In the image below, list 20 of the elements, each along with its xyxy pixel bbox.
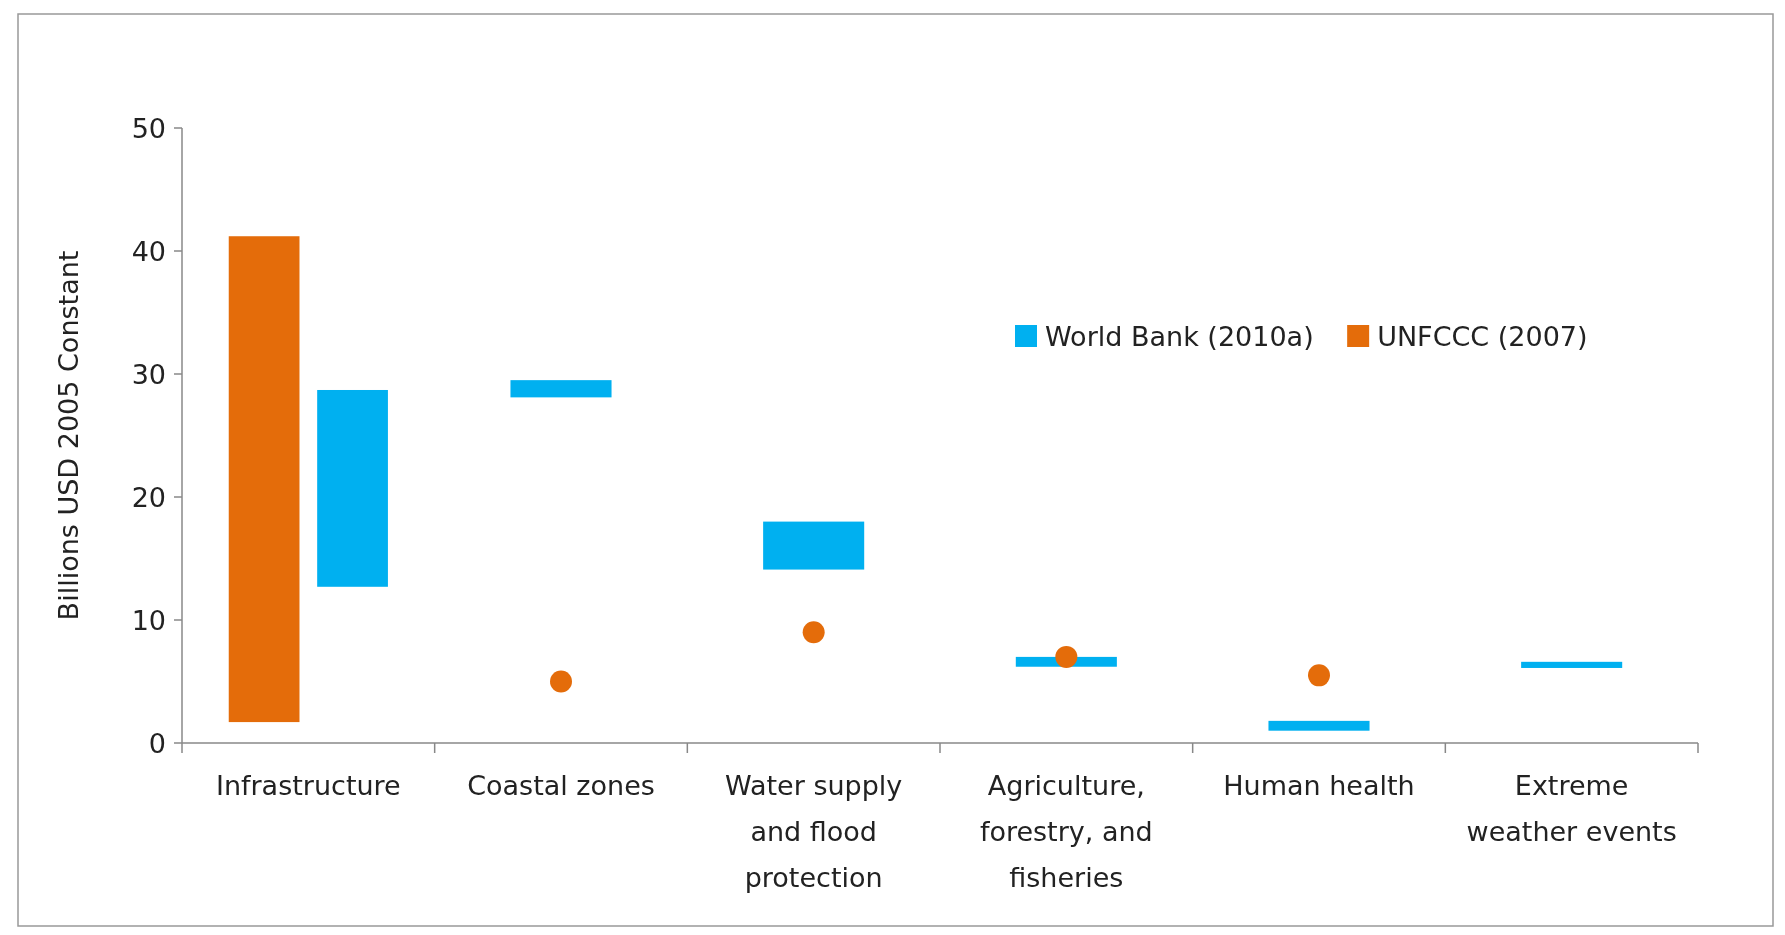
x-tick-label: Extreme weather events — [1466, 770, 1677, 847]
bar — [763, 521, 865, 570]
bar — [228, 236, 300, 723]
y-tick-label: 20 — [131, 481, 166, 513]
x-tick-label: Infrastructure — [215, 770, 401, 801]
legend-label: UNFCCC (2007) — [1377, 320, 1588, 352]
x-tick-label: Water supply and flood protection — [724, 770, 903, 893]
bar — [1268, 720, 1370, 731]
bar — [510, 380, 612, 398]
x-tick-label: Agriculture, forestry, and fisheries — [979, 770, 1153, 893]
x-tick-label: Coastal zones — [467, 770, 655, 801]
bar — [1521, 661, 1623, 668]
y-tick-label: 30 — [131, 358, 166, 390]
y-axis-title: Billions USD 2005 Constant — [53, 250, 84, 621]
y-tick-label: 0 — [148, 727, 166, 759]
y-tick-label: 50 — [131, 112, 166, 144]
y-tick-label: 40 — [131, 235, 166, 267]
x-tick-label: Human health — [1223, 770, 1415, 801]
y-tick-label: 10 — [131, 604, 166, 636]
legend-label: World Bank (2010a) — [1045, 320, 1314, 352]
